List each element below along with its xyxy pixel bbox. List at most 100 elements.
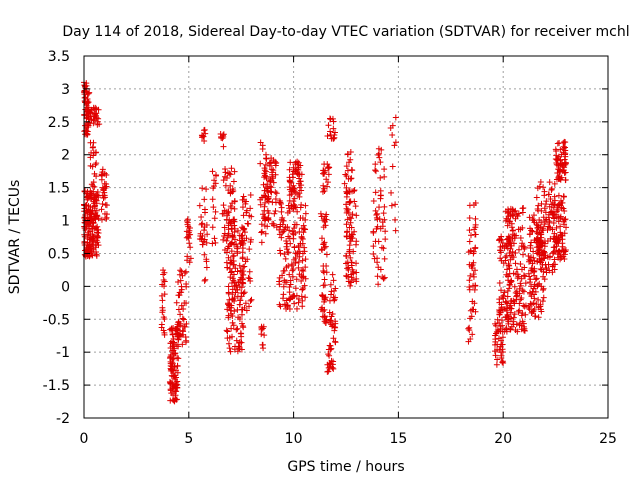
data-point: [328, 363, 335, 370]
data-point: [323, 269, 330, 276]
data-point: [341, 180, 348, 187]
data-point: [348, 274, 355, 281]
data-point: [531, 306, 538, 313]
data-point: [381, 203, 388, 210]
data-point: [239, 237, 246, 244]
data-point: [84, 193, 91, 200]
data-point: [173, 341, 180, 348]
data-point: [290, 266, 297, 273]
data-point: [196, 202, 203, 209]
data-point: [549, 250, 556, 257]
data-point: [269, 199, 276, 206]
data-point: [535, 207, 542, 214]
data-point: [227, 171, 234, 178]
data-point: [238, 235, 245, 242]
data-point: [346, 199, 353, 206]
data-point: [230, 271, 237, 278]
data-point: [228, 280, 235, 287]
data-point: [91, 170, 98, 177]
data-point: [499, 359, 506, 366]
data-point: [240, 212, 247, 219]
data-point: [100, 186, 107, 193]
data-point: [271, 210, 278, 217]
data-point: [201, 223, 208, 230]
data-point: [518, 294, 525, 301]
data-point: [180, 306, 187, 313]
data-point: [563, 224, 570, 231]
data-point: [84, 99, 91, 106]
data-point: [508, 323, 515, 330]
data-point: [161, 315, 168, 322]
data-point: [317, 210, 324, 217]
data-point: [286, 184, 293, 191]
data-point: [294, 170, 301, 177]
data-point: [229, 291, 236, 298]
data-point: [512, 215, 519, 222]
data-point: [169, 331, 176, 338]
data-point: [94, 226, 101, 233]
data-point: [331, 134, 338, 141]
data-point: [184, 219, 191, 226]
data-point: [221, 207, 228, 214]
data-point: [503, 241, 510, 248]
data-point: [231, 236, 238, 243]
data-point: [388, 202, 395, 209]
data-point: [562, 153, 569, 160]
data-point: [173, 396, 180, 403]
data-point: [240, 193, 247, 200]
data-point: [225, 340, 232, 347]
data-point: [264, 181, 271, 188]
data-point: [512, 207, 519, 214]
data-point: [83, 201, 90, 208]
y-tick-label: -1.5: [43, 378, 70, 394]
data-point: [381, 216, 388, 223]
data-point: [272, 208, 279, 215]
data-point: [286, 178, 293, 185]
data-point: [225, 283, 232, 290]
data-point: [87, 162, 94, 169]
data-point: [302, 294, 309, 301]
data-point: [280, 217, 287, 224]
data-point: [296, 271, 303, 278]
data-point: [93, 192, 100, 199]
data-point: [498, 233, 505, 240]
data-point: [227, 348, 234, 355]
data-point: [318, 235, 325, 242]
data-point: [236, 345, 243, 352]
data-point: [280, 283, 287, 290]
data-point: [288, 191, 295, 198]
data-point: [246, 246, 253, 253]
data-point: [257, 196, 264, 203]
data-point: [370, 243, 377, 250]
data-point: [279, 272, 286, 279]
data-point: [372, 168, 379, 175]
data-point: [375, 238, 382, 245]
data-point: [239, 196, 246, 203]
data-point: [537, 238, 544, 245]
data-point: [555, 202, 562, 209]
data-point: [327, 291, 334, 298]
data-point: [201, 196, 208, 203]
data-point: [272, 162, 279, 169]
data-point: [347, 238, 354, 245]
data-point: [561, 169, 568, 176]
data-point: [497, 328, 504, 335]
data-point: [504, 266, 511, 273]
data-point: [286, 296, 293, 303]
data-point: [511, 311, 518, 318]
data-point: [370, 228, 377, 235]
data-point: [518, 243, 525, 250]
data-point: [562, 216, 569, 223]
data-point: [301, 282, 308, 289]
data-point: [321, 276, 328, 283]
data-point: [559, 199, 566, 206]
data-point: [293, 292, 300, 299]
data-point: [526, 231, 533, 238]
data-point: [513, 232, 520, 239]
data-point: [259, 341, 266, 348]
data-point: [286, 227, 293, 234]
data-point: [88, 235, 95, 242]
data-point: [506, 262, 513, 269]
data-point: [175, 355, 182, 362]
data-point: [174, 378, 181, 385]
